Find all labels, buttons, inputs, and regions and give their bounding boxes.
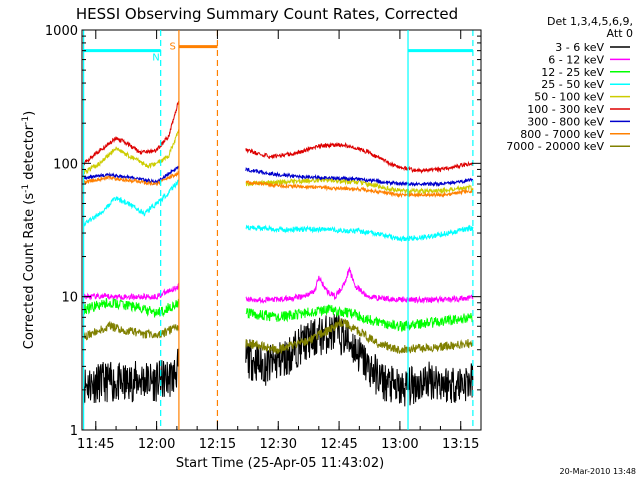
y-tick-label: 1000: [45, 24, 78, 39]
chart-title: HESSI Observing Summary Count Rates, Cor…: [76, 5, 458, 23]
series-line-9: [83, 318, 474, 355]
legend-entry-label: 50 - 100 keV: [534, 91, 604, 104]
legend-entry-label: 300 - 800 keV: [527, 115, 604, 128]
x-tick-label: 11:45: [77, 437, 114, 452]
legend-entry-label: 6 - 12 keV: [548, 53, 604, 66]
legend-entry-label: 25 - 50 keV: [541, 78, 604, 91]
x-tick-label: 12:45: [320, 437, 357, 452]
y-axis-label-part: -1: [21, 184, 31, 193]
x-tick-label: 12:00: [138, 437, 175, 452]
legend-header-line: Att 0: [607, 27, 633, 40]
y-axis-label-part: -1: [21, 116, 31, 125]
flag-label-2: S: [170, 41, 176, 52]
series-line-6: [83, 100, 474, 175]
series-layer: [83, 100, 474, 407]
y-axis-label-part: ): [22, 111, 37, 116]
x-tick-label: 12:30: [260, 437, 297, 452]
y-axis-label-part: Corrected Count Rate (s: [22, 193, 37, 350]
legend-entry-label: 100 - 300 keV: [527, 103, 604, 116]
y-tick-label: 100: [53, 157, 78, 172]
series-line-2: [83, 266, 474, 305]
x-axis-label: Start Time (25-Apr-05 11:43:02): [176, 456, 384, 471]
y-axis-label-part: detector: [22, 124, 37, 184]
marker-layer: NS: [83, 30, 474, 430]
legend-entry-label: 7000 - 20000 keV: [506, 140, 604, 153]
series-line-7: [83, 165, 474, 188]
series-line-4: [83, 179, 474, 242]
x-tick-label: 13:00: [381, 437, 418, 452]
series-line-3: [83, 297, 474, 333]
series-line-8: [83, 170, 474, 199]
x-tick-label: 13:15: [442, 437, 479, 452]
y-tick-label: 1: [70, 424, 78, 439]
y-axis-label: Corrected Count Rate (s-1 detector-1): [21, 111, 37, 349]
flag-label-1: N: [152, 53, 159, 64]
legend-entry-label: 800 - 7000 keV: [520, 128, 604, 141]
legend-header-line: Det 1,3,4,5,6,9,: [547, 15, 633, 28]
legend-entry-label: 3 - 6 keV: [555, 41, 604, 54]
plot-frame: [81, 29, 482, 431]
x-tick-label: 12:15: [199, 437, 236, 452]
y-tick-label: 10: [61, 291, 78, 306]
footer-timestamp: 20-Mar-2010 13:48: [560, 467, 637, 476]
legend-entry-label: 12 - 25 keV: [541, 66, 604, 79]
